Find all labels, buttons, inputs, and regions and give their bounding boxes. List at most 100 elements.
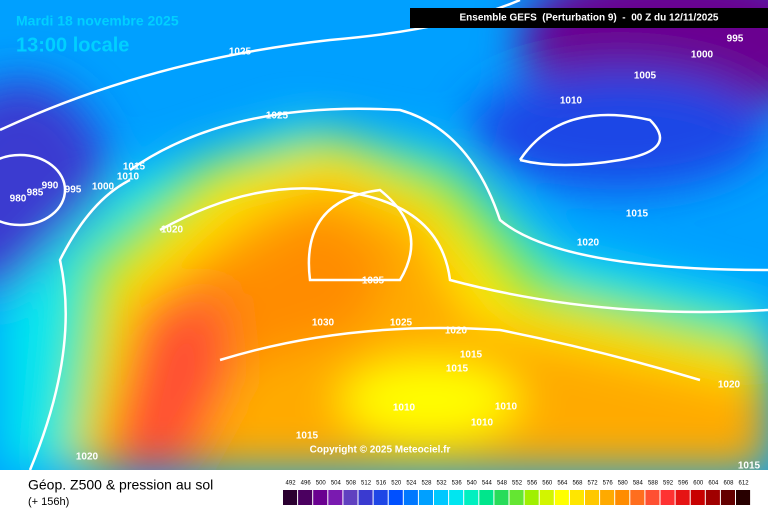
- legend-label: 564: [557, 481, 568, 487]
- legend-swatch: [554, 490, 569, 505]
- legend-swatch: [418, 490, 433, 505]
- legend-label: 604: [708, 481, 719, 487]
- isobar-label: 1020: [577, 238, 600, 249]
- isobar-label: 980: [10, 194, 27, 205]
- legend-label: 552: [512, 481, 523, 487]
- legend-swatch: [449, 490, 464, 505]
- legend-swatch: [736, 490, 751, 505]
- isobar-label: 1035: [362, 276, 385, 287]
- legend-label: 520: [391, 481, 402, 487]
- isobar-label: 1000: [691, 50, 714, 61]
- legend-swatch: [283, 490, 298, 505]
- legend-swatch: [494, 490, 509, 505]
- legend-swatch: [569, 490, 584, 505]
- legend-swatch: [403, 490, 418, 505]
- isobar-label: 1005: [634, 71, 657, 82]
- isobar-label: 1015: [446, 364, 469, 375]
- isobar-label: 1015: [460, 350, 483, 361]
- legend-swatch: [585, 490, 600, 505]
- isobar-label: 1020: [161, 225, 184, 236]
- isobar-label: 1025: [229, 47, 252, 58]
- legend-swatch: [388, 490, 403, 505]
- header-box: [410, 8, 768, 28]
- legend-swatch: [298, 490, 313, 505]
- legend-label: 548: [497, 481, 508, 487]
- isobar-label: 1015: [123, 162, 146, 173]
- legend-swatch: [328, 490, 343, 505]
- isobar-label: 1010: [471, 418, 494, 429]
- legend-label: 576: [603, 481, 614, 487]
- legend-label: 512: [361, 481, 372, 487]
- isobar-label: 1010: [117, 172, 140, 183]
- legend-swatch: [630, 490, 645, 505]
- date-line: Mardi 18 novembre 2025: [16, 13, 179, 29]
- isobar-label: 995: [727, 34, 744, 45]
- legend-label: 592: [663, 481, 674, 487]
- isobar-label: 985: [27, 188, 44, 199]
- legend-label: 540: [467, 481, 478, 487]
- legend-label: 572: [588, 481, 599, 487]
- isobar-label: 1015: [738, 461, 761, 472]
- legend-swatch: [358, 490, 373, 505]
- field: [0, 0, 768, 470]
- legend-swatch: [373, 490, 388, 505]
- legend-label: 532: [437, 481, 448, 487]
- isobar-label: 1015: [626, 209, 649, 220]
- legend-swatch: [434, 490, 449, 505]
- isobar-label: 1020: [718, 380, 741, 391]
- legend-label: 544: [482, 481, 493, 487]
- legend-swatch: [509, 490, 524, 505]
- header: Ensemble GEFS (Perturbation 9) - 00 Z du…: [460, 13, 719, 24]
- time-line: 13:00 locale: [16, 34, 129, 56]
- isobar-label: 1025: [390, 318, 413, 329]
- isobar-label: 1020: [445, 326, 468, 337]
- isobar-label: 1000: [92, 182, 115, 193]
- legend-label: 596: [678, 481, 689, 487]
- legend-label: 492: [286, 481, 297, 487]
- legend-label: 524: [406, 481, 417, 487]
- legend-swatch: [720, 490, 735, 505]
- legend-swatch: [343, 490, 358, 505]
- legend-swatch: [690, 490, 705, 505]
- legend-swatch: [479, 490, 494, 505]
- isobar-label: 990: [42, 181, 59, 192]
- isobar-label: 1010: [495, 402, 518, 413]
- copyright: Copyright © 2025 Meteociel.fr: [310, 445, 451, 456]
- legend-label: 536: [452, 481, 463, 487]
- isobar-label: 1010: [393, 403, 416, 414]
- legend-swatch: [645, 490, 660, 505]
- isobar-label: 1025: [266, 111, 289, 122]
- legend-label: 584: [633, 481, 644, 487]
- legend-swatch: [600, 490, 615, 505]
- legend-label: 528: [421, 481, 432, 487]
- legend-swatch: [615, 490, 630, 505]
- footer-title: Géop. Z500 & pression au sol: [28, 477, 213, 493]
- isobar-label: 1010: [560, 96, 583, 107]
- legend-swatch: [524, 490, 539, 505]
- isobar-label: 1030: [312, 318, 335, 329]
- legend-label: 612: [739, 481, 750, 487]
- legend-label: 608: [723, 481, 734, 487]
- legend-swatch: [660, 490, 675, 505]
- legend-label: 496: [301, 481, 312, 487]
- legend-swatch: [675, 490, 690, 505]
- footer-subtitle: (+ 156h): [28, 496, 69, 508]
- legend-label: 504: [331, 481, 342, 487]
- legend-label: 580: [618, 481, 629, 487]
- legend-swatch: [464, 490, 479, 505]
- legend-label: 556: [527, 481, 538, 487]
- legend-label: 600: [693, 481, 704, 487]
- legend-label: 500: [316, 481, 327, 487]
- legend-label: 560: [542, 481, 553, 487]
- isobar-label: 995: [65, 185, 82, 196]
- legend-swatch: [539, 490, 554, 505]
- legend-label: 568: [572, 481, 583, 487]
- legend-label: 588: [648, 481, 659, 487]
- legend-label: 508: [346, 481, 357, 487]
- isobar-label: 1020: [76, 452, 99, 463]
- legend-label: 516: [376, 481, 387, 487]
- legend-swatch: [705, 490, 720, 505]
- legend-swatch: [313, 490, 328, 505]
- isobar-label: 1015: [296, 431, 319, 442]
